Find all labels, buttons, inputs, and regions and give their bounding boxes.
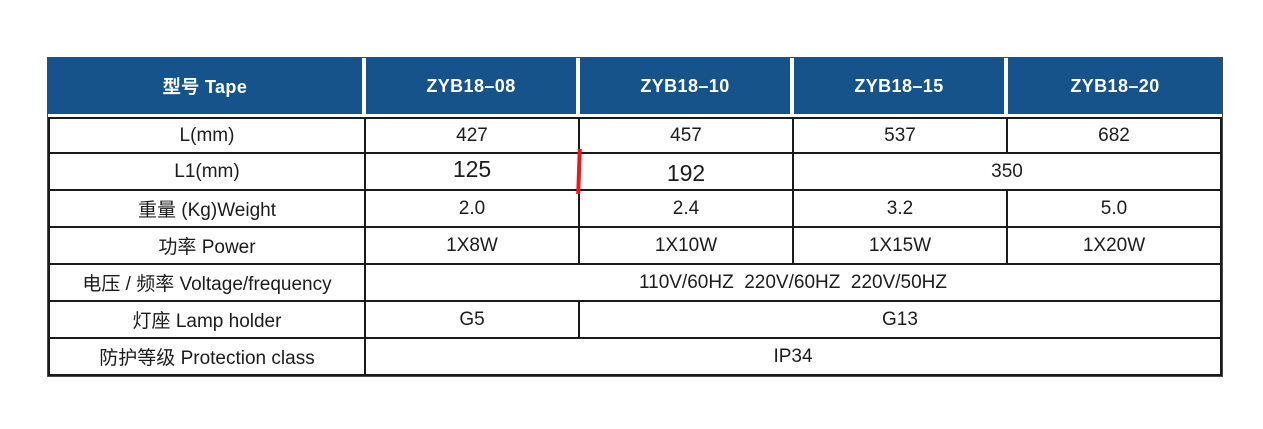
row-length1: L1(mm) 125 192 350 [48, 154, 1222, 191]
length1-value-1: 125 [452, 156, 492, 182]
spec-table-container: 型号 Tape ZYB18–08 ZYB18–10 ZYB18–15 ZYB18… [47, 57, 1223, 377]
table-header-row: 型号 Tape ZYB18–08 ZYB18–10 ZYB18–15 ZYB18… [48, 58, 1222, 117]
cell-length1-1: 125 [366, 154, 580, 191]
cell-weight-2: 2.4 [580, 191, 794, 228]
cell-power-1: 1X8W [366, 228, 580, 265]
cell-length-2: 457 [580, 117, 794, 154]
row-label-power: 功率 Power [48, 228, 366, 265]
cell-weight-4: 5.0 [1008, 191, 1222, 228]
cell-weight-1: 2.0 [366, 191, 580, 228]
cell-weight-3: 3.2 [794, 191, 1008, 228]
cell-length1-34: 350 [794, 154, 1222, 191]
cell-length-1: 427 [366, 117, 580, 154]
cell-voltage-all: 110V/60HZ 220V/60HZ 220V/50HZ [366, 265, 1222, 302]
row-lamp-holder: 灯座 Lamp holder G5 G13 [48, 302, 1222, 339]
row-power: 功率 Power 1X8W 1X10W 1X15W 1X20W [48, 228, 1222, 265]
length1-value-2: 192 [666, 160, 706, 186]
row-label-voltage: 电压 / 频率 Voltage/frequency [48, 265, 366, 302]
header-cell-model-zyb18-15: ZYB18–15 [794, 58, 1008, 117]
header-cell-model-zyb18-20: ZYB18–20 [1008, 58, 1222, 117]
row-weight: 重量 (Kg)Weight 2.0 2.4 3.2 5.0 [48, 191, 1222, 228]
cell-lamp-holder-1: G5 [366, 302, 580, 339]
row-label-weight: 重量 (Kg)Weight [48, 191, 366, 228]
header-cell-model-label: 型号 Tape [48, 58, 366, 117]
product-spec-table: 型号 Tape ZYB18–08 ZYB18–10 ZYB18–15 ZYB18… [48, 58, 1222, 376]
cell-length-4: 682 [1008, 117, 1222, 154]
cell-length-3: 537 [794, 117, 1008, 154]
cell-length1-2: 192 [580, 154, 794, 191]
row-voltage: 电压 / 频率 Voltage/frequency 110V/60HZ 220V… [48, 265, 1222, 302]
cell-lamp-holder-234: G13 [580, 302, 1222, 339]
cell-power-3: 1X15W [794, 228, 1008, 265]
row-protection: 防护等级 Protection class IP34 [48, 339, 1222, 376]
row-label-length: L(mm) [48, 117, 366, 154]
cell-power-2: 1X10W [580, 228, 794, 265]
row-label-length1: L1(mm) [48, 154, 366, 191]
row-label-protection: 防护等级 Protection class [48, 339, 366, 376]
header-cell-model-zyb18-10: ZYB18–10 [580, 58, 794, 117]
cell-power-4: 1X20W [1008, 228, 1222, 265]
row-label-lamp-holder: 灯座 Lamp holder [48, 302, 366, 339]
row-length: L(mm) 427 457 537 682 [48, 117, 1222, 154]
cell-protection-all: IP34 [366, 339, 1222, 376]
header-cell-model-zyb18-08: ZYB18–08 [366, 58, 580, 117]
